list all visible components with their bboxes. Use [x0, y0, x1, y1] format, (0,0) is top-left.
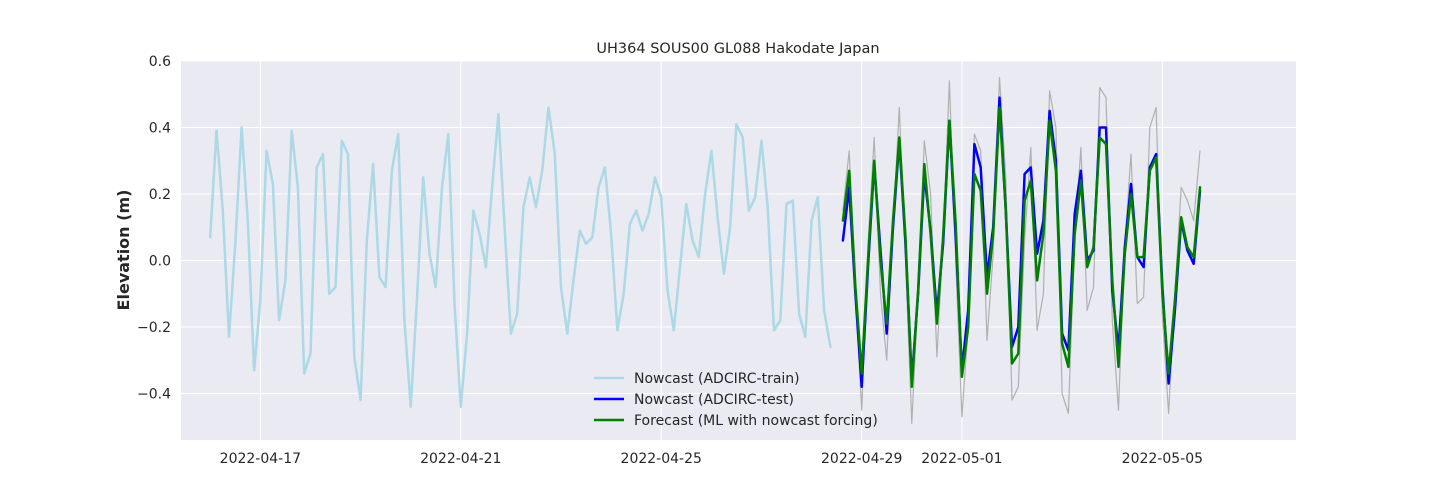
y-tick-label: 0.4 — [149, 120, 171, 136]
y-tick-label: 0.2 — [149, 187, 171, 203]
legend-label: Nowcast (ADCIRC-train) — [634, 371, 800, 387]
y-tick-label: −0.4 — [137, 386, 171, 402]
series-layer — [208, 76, 1202, 424]
x-tick-label: 2022-04-21 — [420, 451, 501, 467]
legend-label: Nowcast (ADCIRC-test) — [634, 392, 794, 408]
series-nowcast-train-line — [208, 106, 832, 409]
chart-title: UH364 SOUS00 GL088 Hakodate Japan — [596, 41, 879, 57]
x-tick-label: 2022-04-17 — [220, 451, 301, 467]
x-axis-ticks: 2022-04-17 2022-04-21 2022-04-25 2022-04-29… — [220, 451, 1203, 467]
y-tick-label: 0.0 — [149, 253, 171, 269]
legend: Nowcast (ADCIRC-train) Nowcast (ADCIRC-te… — [594, 371, 878, 429]
x-tick-label: 2022-05-01 — [921, 451, 1002, 467]
y-tick-label: 0.6 — [149, 54, 171, 70]
y-axis-label: Elevation (m) — [114, 190, 133, 311]
series-forecast-line — [841, 106, 1202, 389]
x-tick-label: 2022-04-25 — [621, 451, 702, 467]
legend-label: Forecast (ML with nowcast forcing) — [634, 413, 878, 429]
y-tick-label: −0.2 — [137, 320, 171, 336]
x-tick-label: 2022-04-29 — [821, 451, 902, 467]
y-axis-ticks: −0.4 −0.2 0.0 0.2 0.4 0.6 — [137, 54, 171, 402]
x-tick-label: 2022-05-05 — [1122, 451, 1203, 467]
